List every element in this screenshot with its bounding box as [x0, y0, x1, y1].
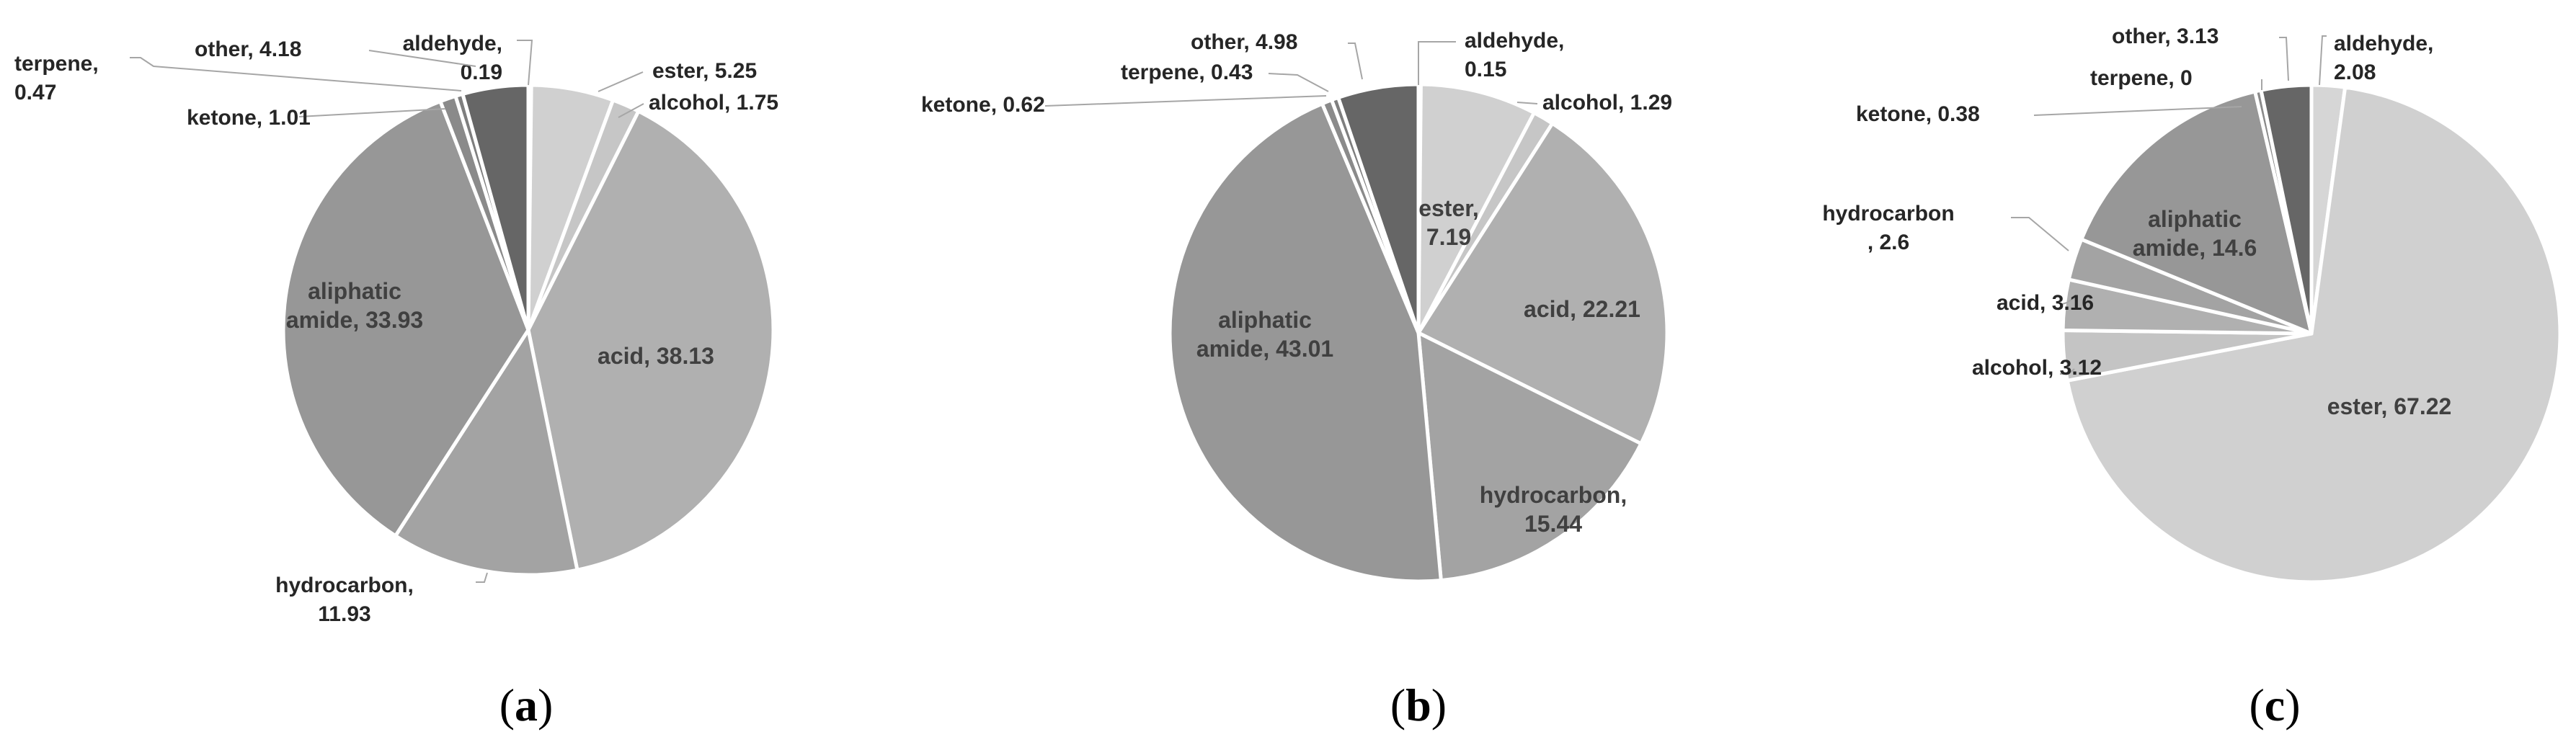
data-label-aliphatic-amide: aliphatic amide, 33.93 — [286, 278, 423, 333]
pie-chart-a: aldehyde, 0.19 ester, 5.25 alcohol, 1.75 aci… — [14, 32, 778, 626]
leader-line-alcohol — [2060, 368, 2075, 375]
data-label-ester: ester, 5.25 — [652, 59, 757, 83]
data-label-hydrocarbon: hydrocarbon, 2.6 — [1822, 202, 1954, 254]
data-label-acid: acid, 38.13 — [598, 343, 714, 369]
panel-caption-b: (b) — [1390, 679, 1447, 731]
leader-line-alcohol — [618, 103, 644, 118]
leader-line-ester — [598, 71, 644, 92]
data-label-other: other, 4.98 — [1191, 30, 1297, 54]
leader-line-acid — [2059, 297, 2075, 305]
pie-slice-hydrocarbon — [1416, 331, 1643, 583]
pie-slice-acid — [526, 109, 776, 572]
data-label-other: other, 3.13 — [2112, 24, 2219, 48]
data-label-aldehyde: aldehyde, 2.08 — [2334, 32, 2433, 84]
leader-line-terpene — [130, 57, 462, 91]
data-label-hydrocarbon: hydrocarbon, 11.93 — [275, 573, 414, 626]
data-label-terpene: terpene, 0 — [2090, 66, 2193, 90]
data-label-alcohol: alcohol, 3.12 — [1972, 356, 2102, 380]
data-label-alcohol: alcohol, 1.29 — [1542, 91, 1672, 115]
data-label-ketone: ketone, 1.01 — [187, 106, 311, 130]
leader-line-other — [368, 50, 476, 67]
panel-caption-c: (c) — [2249, 679, 2300, 731]
pie-chart-c: aldehyde, 2.08 ester, 67.22 alcohol, 3.12 ac… — [1822, 24, 2562, 584]
pie-slice-aliphatic-amide — [1168, 102, 1443, 584]
leader-line-hydrocarbon — [2011, 217, 2069, 251]
leader-line-alcohol — [1516, 102, 1538, 104]
data-label-ketone: ketone, 0.38 — [1856, 102, 1980, 126]
data-label-aliphatic-amide: aliphatic amide, 14.6 — [2133, 206, 2257, 261]
pie-slice-hydrocarbon — [394, 328, 579, 577]
leader-line-other — [1348, 43, 1363, 80]
leader-line-aldehyde — [1418, 41, 1456, 85]
data-label-terpene: terpene, 0.47 — [14, 52, 99, 104]
data-label-aldehyde: aldehyde, 0.19 — [403, 32, 502, 84]
pie-slice-ester — [2065, 85, 2562, 584]
data-label-terpene: terpene, 0.43 — [1121, 61, 1253, 84]
leader-line-ketone — [298, 108, 446, 117]
pie-slice-other — [2259, 83, 2314, 336]
leader-line-ketone — [2033, 106, 2242, 116]
pie-slice-ester — [1416, 82, 1536, 335]
data-label-aldehyde: aldehyde, 0.15 — [1465, 29, 1564, 81]
panel-caption-a: (a) — [499, 679, 554, 731]
pie-slice-other — [461, 83, 530, 332]
data-label-ketone: ketone, 0.62 — [921, 93, 1045, 117]
data-label-aliphatic-amide: aliphatic amide, 43.01 — [1196, 307, 1333, 362]
data-label-alcohol: alcohol, 1.75 — [649, 91, 778, 115]
pie-slice-aliphatic-amide — [281, 99, 530, 538]
data-label-acid: acid, 22.21 — [1524, 296, 1640, 322]
data-label-ester: ester, 7.19 — [1418, 195, 1479, 250]
data-label-other: other, 4.18 — [195, 37, 301, 61]
data-label-hydrocarbon: hydrocarbon, 15.44 — [1480, 482, 1627, 537]
data-label-ester: ester, 67.22 — [2327, 393, 2452, 419]
leader-line-aldehyde — [2319, 35, 2327, 86]
leader-line-other — [2279, 37, 2289, 81]
leader-line-ketone — [1044, 95, 1327, 107]
leader-line-hydrocarbon — [476, 572, 488, 583]
leader-line-terpene — [1268, 73, 1329, 92]
leader-line-aldehyde — [517, 40, 533, 86]
pie-chart-b: aldehyde, 0.15 ester, 7.19 alcohol, 1.29 acid… — [921, 29, 1672, 584]
pie-slice-aliphatic-amide — [2079, 89, 2314, 336]
data-label-acid: acid, 3.16 — [1997, 291, 2094, 315]
